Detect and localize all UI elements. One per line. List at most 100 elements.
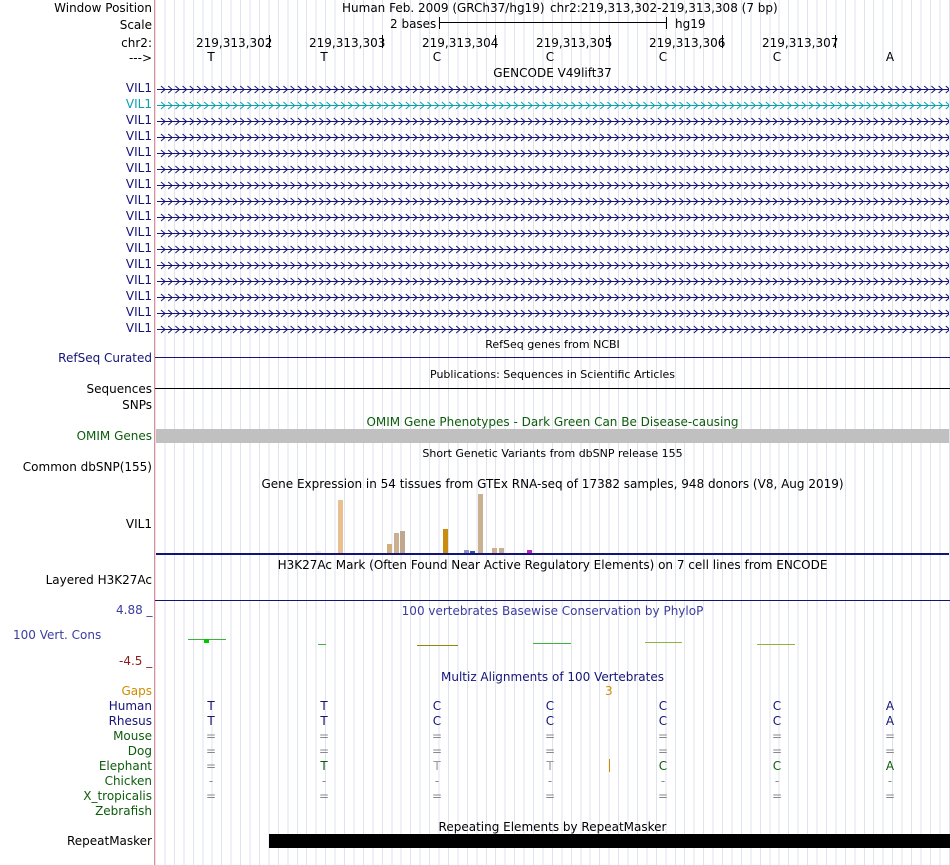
gencode-title: GENCODE V49lift37 bbox=[493, 66, 612, 80]
species-label[interactable]: Chicken bbox=[104, 774, 152, 788]
species-base: = bbox=[884, 729, 896, 743]
scale-bar-left bbox=[439, 17, 440, 29]
species-base: = bbox=[771, 729, 783, 743]
dna-base: C bbox=[658, 50, 668, 64]
omim-label[interactable]: OMIM Genes bbox=[76, 429, 152, 443]
gtex-bar-peak[interactable] bbox=[400, 531, 405, 554]
scale-db: hg19 bbox=[675, 17, 706, 31]
strand-label: ---> bbox=[128, 51, 152, 65]
label-divider bbox=[154, 0, 155, 865]
gencode-transcript-label[interactable]: VIL1 bbox=[125, 241, 152, 255]
dna-base: C bbox=[772, 50, 782, 64]
gencode-transcript-arrows[interactable] bbox=[157, 307, 950, 318]
gencode-transcript-arrows[interactable] bbox=[157, 211, 950, 222]
species-base: A bbox=[885, 699, 895, 713]
gencode-transcript-label[interactable]: VIL1 bbox=[125, 161, 152, 175]
gencode-transcript-arrows[interactable] bbox=[157, 83, 950, 94]
gencode-transcript-label[interactable]: VIL1 bbox=[125, 257, 152, 271]
gencode-transcript-arrows[interactable] bbox=[157, 99, 950, 110]
gencode-transcript-arrows[interactable] bbox=[157, 163, 950, 174]
gtex-bar-peak[interactable] bbox=[464, 549, 469, 554]
species-base: T bbox=[546, 759, 554, 773]
gencode-transcript-label[interactable]: VIL1 bbox=[125, 177, 152, 191]
gencode-transcript-label[interactable]: VIL1 bbox=[125, 209, 152, 223]
gencode-transcript-arrows[interactable] bbox=[157, 323, 950, 334]
pubs-title: Publications: Sequences in Scientific Ar… bbox=[430, 368, 675, 381]
dbsnp-label[interactable]: Common dbSNP(155) bbox=[22, 460, 152, 474]
h3k27ac-line bbox=[155, 600, 950, 601]
species-label[interactable]: Zebrafish bbox=[95, 804, 152, 818]
pubs-line[interactable] bbox=[155, 388, 950, 389]
gencode-transcript-label[interactable]: VIL1 bbox=[125, 305, 152, 319]
gencode-transcript-arrows[interactable] bbox=[157, 115, 950, 126]
gtex-chart[interactable] bbox=[156, 492, 949, 554]
species-base: - bbox=[208, 774, 214, 788]
gencode-transcript-arrows[interactable] bbox=[157, 195, 950, 206]
refseq-line[interactable] bbox=[155, 357, 950, 358]
repeatmasker-label[interactable]: RepeatMasker bbox=[66, 834, 152, 848]
gtex-bar-peak[interactable] bbox=[499, 547, 504, 554]
species-base: T bbox=[320, 699, 328, 713]
dna-base: C bbox=[545, 50, 555, 64]
gencode-transcript-arrows[interactable] bbox=[157, 275, 950, 286]
gencode-transcript-arrows[interactable] bbox=[157, 259, 950, 270]
species-label[interactable]: X_tropicalis bbox=[83, 789, 152, 803]
gencode-transcript-label[interactable]: VIL1 bbox=[125, 81, 152, 95]
gtex-bar-peak[interactable] bbox=[394, 533, 399, 554]
gaps-label[interactable]: Gaps bbox=[121, 684, 152, 698]
repeatmasker-feature[interactable] bbox=[269, 834, 950, 848]
snps-label[interactable]: SNPs bbox=[122, 398, 152, 412]
gencode-transcript-label[interactable]: VIL1 bbox=[125, 97, 152, 111]
refseq-label[interactable]: RefSeq Curated bbox=[58, 351, 152, 365]
phylop-label[interactable]: 100 Vert. Cons bbox=[13, 628, 102, 642]
species-label[interactable]: Rhesus bbox=[108, 714, 152, 728]
species-base: C bbox=[545, 699, 555, 713]
species-label[interactable]: Elephant bbox=[98, 759, 152, 773]
phylop-peak bbox=[204, 639, 209, 643]
gencode-transcript-label[interactable]: VIL1 bbox=[125, 145, 152, 159]
gencode-transcript-arrows[interactable] bbox=[157, 179, 950, 190]
gencode-transcript-label[interactable]: VIL1 bbox=[125, 273, 152, 287]
gtex-bar-peak[interactable] bbox=[527, 549, 532, 554]
gtex-bar-peak[interactable] bbox=[478, 494, 483, 554]
gencode-transcript-label[interactable]: VIL1 bbox=[125, 289, 152, 303]
species-base: = bbox=[318, 789, 330, 803]
gencode-transcript-arrows[interactable] bbox=[157, 131, 950, 142]
phylop-title: 100 vertebrates Basewise Conservation by… bbox=[401, 604, 704, 618]
species-label[interactable]: Mouse bbox=[113, 729, 152, 743]
gencode-transcript-label[interactable]: VIL1 bbox=[125, 225, 152, 239]
coordinate-label: 219,313,304 bbox=[422, 36, 499, 50]
dna-base: C bbox=[432, 50, 442, 64]
species-base: T bbox=[207, 714, 215, 728]
gtex-bar-peak[interactable] bbox=[492, 547, 497, 554]
gencode-transcript-label[interactable]: VIL1 bbox=[125, 113, 152, 127]
species-base: = bbox=[318, 744, 330, 758]
gencode-transcript-arrows[interactable] bbox=[157, 147, 950, 158]
gencode-transcript-arrows[interactable] bbox=[157, 291, 950, 302]
gencode-transcript-arrows[interactable] bbox=[157, 243, 950, 254]
gtex-bar-peak[interactable] bbox=[443, 529, 448, 554]
omim-title: OMIM Gene Phenotypes - Dark Green Can Be… bbox=[366, 415, 739, 429]
gtex-bar-peak[interactable] bbox=[387, 543, 392, 554]
pubs-label[interactable]: Sequences bbox=[86, 382, 152, 396]
gtex-bar-peak[interactable] bbox=[338, 500, 343, 554]
gtex-bar[interactable] bbox=[316, 550, 321, 554]
species-base: A bbox=[885, 759, 895, 773]
position-readout[interactable]: chr2:219,313,302-219,313,308 (7 bp) bbox=[550, 1, 778, 15]
species-base: = bbox=[657, 744, 669, 758]
species-label[interactable]: Human bbox=[108, 699, 152, 713]
species-base: - bbox=[321, 774, 327, 788]
gencode-transcript-label[interactable]: VIL1 bbox=[125, 321, 152, 335]
coordinate-label: 219,313,306 bbox=[649, 36, 726, 50]
gtex-bar-peak[interactable] bbox=[470, 550, 475, 554]
h3k27ac-label[interactable]: Layered H3K27Ac bbox=[45, 573, 152, 587]
species-label[interactable]: Dog bbox=[127, 744, 152, 758]
gencode-transcript-arrows[interactable] bbox=[157, 227, 950, 238]
gencode-transcript-label[interactable]: VIL1 bbox=[125, 129, 152, 143]
omim-feature[interactable] bbox=[156, 429, 949, 443]
species-base: - bbox=[887, 774, 893, 788]
species-base: = bbox=[884, 744, 896, 758]
species-base: = bbox=[657, 789, 669, 803]
gencode-transcript-label[interactable]: VIL1 bbox=[125, 193, 152, 207]
gtex-label[interactable]: VIL1 bbox=[125, 517, 152, 531]
